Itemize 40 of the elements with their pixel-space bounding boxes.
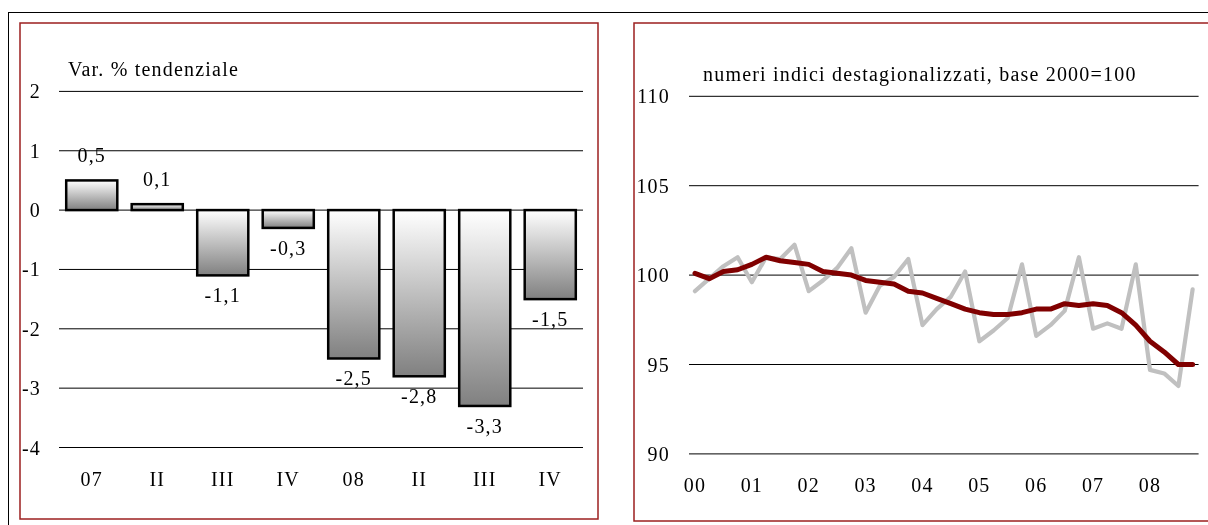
x-tick-label: 08	[1138, 474, 1162, 496]
data-label: -1,1	[204, 284, 241, 307]
y-tick-label: 100	[636, 264, 670, 287]
y-tick-label: -1	[21, 258, 41, 281]
data-label: 0,1	[142, 168, 172, 191]
data-label: -2,5	[335, 367, 372, 390]
y-tick-label: 105	[636, 174, 670, 197]
x-tick-label: IV	[538, 468, 563, 490]
y-tick-label: 1	[29, 139, 41, 162]
y-tick-label: -3	[21, 377, 41, 400]
x-tick-label: 04	[911, 474, 934, 496]
x-tick-label: IV	[276, 468, 301, 490]
x-tick-label: 02	[797, 474, 820, 496]
y-tick-label: -4	[21, 436, 41, 459]
x-tick-label: 08	[342, 468, 365, 490]
x-tick-label: II	[411, 468, 428, 490]
x-tick-label: 05	[968, 474, 991, 496]
data-label: -0,3	[270, 236, 307, 259]
x-tick-label: II	[149, 468, 166, 490]
y-axis-title: numeri indici destagionalizzati, base 2000=100	[703, 63, 1137, 86]
data-label: 0,5	[77, 144, 107, 167]
line-series	[692, 242, 1195, 389]
x-tick-label: III	[210, 468, 235, 490]
x-tick-label: 03	[854, 474, 877, 496]
data-label: -3,3	[466, 414, 503, 437]
y-tick-label: 90	[647, 442, 670, 465]
y-axis-title: Var. % tendenziale	[68, 58, 239, 80]
data-label: -2,8	[401, 385, 438, 408]
y-tick-label: 110	[637, 85, 670, 108]
x-tick-label: 01	[740, 474, 764, 496]
y-tick-label: -2	[21, 317, 41, 340]
data-label: -1,5	[532, 308, 569, 331]
x-tick-label: 07	[80, 468, 103, 490]
x-tick-label: 00	[683, 474, 707, 496]
y-tick-label: 0	[29, 199, 41, 222]
y-tick-label: 2	[29, 80, 41, 103]
y-tick-label: 95	[647, 353, 670, 376]
x-tick-label: III	[472, 468, 497, 490]
x-tick-label: 07	[1081, 474, 1105, 496]
x-tick-label: 06	[1025, 474, 1048, 496]
